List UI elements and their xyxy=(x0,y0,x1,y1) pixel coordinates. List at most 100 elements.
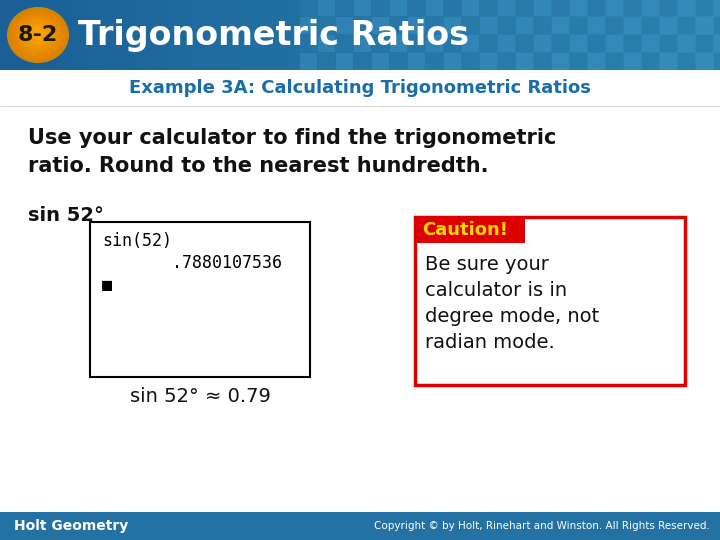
Bar xyxy=(516,35,533,52)
Bar xyxy=(426,17,443,34)
Bar xyxy=(606,0,623,16)
Bar xyxy=(408,0,421,70)
Ellipse shape xyxy=(10,10,66,60)
Bar xyxy=(300,17,317,34)
Ellipse shape xyxy=(27,25,49,45)
Bar xyxy=(588,0,601,70)
Bar xyxy=(318,17,335,34)
Bar xyxy=(642,35,659,52)
Bar xyxy=(408,35,425,52)
Bar xyxy=(660,17,677,34)
Bar xyxy=(480,35,497,52)
Bar xyxy=(642,53,659,70)
Bar xyxy=(552,53,569,70)
Text: .7880107536: .7880107536 xyxy=(102,254,282,272)
Bar xyxy=(372,17,389,34)
Bar xyxy=(415,217,685,385)
Bar xyxy=(228,0,241,70)
Bar xyxy=(480,0,493,70)
Bar xyxy=(462,35,479,52)
Bar xyxy=(144,0,157,70)
Bar xyxy=(408,53,425,70)
Bar xyxy=(336,0,349,70)
Bar xyxy=(372,53,389,70)
Bar xyxy=(534,35,551,52)
Bar xyxy=(108,0,121,70)
Ellipse shape xyxy=(30,27,47,43)
Bar xyxy=(714,0,720,16)
Bar xyxy=(300,0,313,70)
Bar xyxy=(588,35,605,52)
Bar xyxy=(390,35,407,52)
Bar xyxy=(462,17,479,34)
Bar xyxy=(480,17,497,34)
Bar xyxy=(0,0,13,70)
Text: radian mode.: radian mode. xyxy=(425,333,554,352)
Ellipse shape xyxy=(8,8,68,62)
Text: Caution!: Caution! xyxy=(422,221,508,239)
Text: ratio. Round to the nearest hundredth.: ratio. Round to the nearest hundredth. xyxy=(28,156,488,176)
Text: calculator is in: calculator is in xyxy=(425,281,567,300)
Bar xyxy=(84,0,97,70)
Ellipse shape xyxy=(19,18,56,52)
Bar xyxy=(240,0,253,70)
Text: sin 52°: sin 52° xyxy=(28,206,104,225)
Bar xyxy=(660,0,677,16)
Bar xyxy=(612,0,625,70)
Bar xyxy=(600,0,613,70)
Bar xyxy=(36,0,49,70)
Bar xyxy=(156,0,169,70)
Bar xyxy=(324,0,337,70)
Bar xyxy=(714,35,720,52)
Bar xyxy=(606,35,623,52)
Bar xyxy=(480,0,497,16)
Bar xyxy=(408,17,425,34)
Bar xyxy=(318,53,335,70)
Bar xyxy=(624,0,641,16)
Bar xyxy=(498,35,515,52)
Bar xyxy=(168,0,181,70)
Bar xyxy=(552,17,569,34)
Bar xyxy=(276,0,289,70)
Bar xyxy=(444,0,457,70)
Bar xyxy=(498,53,515,70)
Bar xyxy=(252,0,265,70)
Bar xyxy=(492,0,505,70)
Bar xyxy=(354,35,371,52)
Text: Holt Geometry: Holt Geometry xyxy=(14,519,128,533)
Bar xyxy=(312,0,325,70)
Bar xyxy=(714,17,720,34)
Bar xyxy=(426,35,443,52)
Bar xyxy=(588,17,605,34)
Bar xyxy=(444,35,461,52)
Bar xyxy=(372,0,385,70)
Text: Be sure your: Be sure your xyxy=(425,255,549,274)
Bar xyxy=(570,53,587,70)
Bar xyxy=(384,0,397,70)
Text: Example 3A: Calculating Trigonometric Ratios: Example 3A: Calculating Trigonometric Ra… xyxy=(129,79,591,97)
Bar xyxy=(498,0,515,16)
Text: 8-2: 8-2 xyxy=(18,25,58,45)
Bar xyxy=(516,0,529,70)
Bar xyxy=(336,53,353,70)
Bar xyxy=(456,0,469,70)
Bar xyxy=(684,0,697,70)
Bar xyxy=(0,106,720,512)
Bar xyxy=(498,17,515,34)
Bar xyxy=(300,53,317,70)
Bar xyxy=(462,0,479,16)
Text: ■: ■ xyxy=(102,276,112,294)
Bar xyxy=(390,17,407,34)
Bar xyxy=(696,17,713,34)
Bar xyxy=(390,53,407,70)
Bar xyxy=(642,0,659,16)
Bar xyxy=(120,0,133,70)
Bar xyxy=(372,35,389,52)
Bar xyxy=(642,17,659,34)
Bar xyxy=(570,35,587,52)
Bar xyxy=(0,512,720,540)
Bar xyxy=(696,53,713,70)
Bar xyxy=(552,35,569,52)
Bar xyxy=(48,0,61,70)
Bar xyxy=(336,0,353,16)
